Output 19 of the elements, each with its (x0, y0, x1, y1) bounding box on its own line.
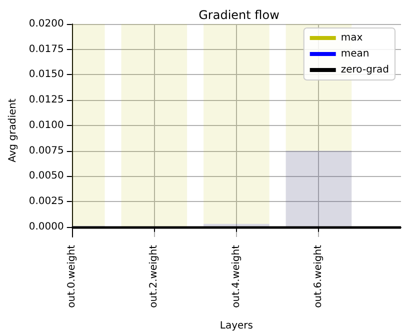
x-axis-title: Layers (220, 320, 253, 332)
x-tick-label: out.4.weight (230, 244, 242, 308)
y-tick-label: 0.0050 (28, 170, 64, 182)
y-tick-label: 0.0025 (28, 196, 64, 207)
chart-title: Gradient flow (198, 8, 280, 22)
x-tick-label: out.6.weight (313, 244, 324, 308)
y-tick-label: 0.0000 (28, 221, 64, 232)
y-tick-label: 0.0175 (28, 44, 64, 55)
x-tick-label: out.2.weight (148, 244, 160, 308)
y-tick-label: 0.0125 (28, 94, 64, 106)
legend-label: zero-grad (340, 64, 389, 76)
y-tick-label: 0.0200 (28, 18, 64, 30)
y-tick-label: 0.0150 (28, 69, 64, 80)
x-tick-label: out.0.weight (66, 244, 78, 308)
y-tick-label: 0.0075 (28, 145, 64, 156)
legend-label: mean (340, 48, 370, 60)
y-axis-title: Avg gradient (8, 98, 18, 162)
legend-label: max (340, 32, 363, 44)
y-tick-label: 0.0100 (28, 120, 64, 131)
